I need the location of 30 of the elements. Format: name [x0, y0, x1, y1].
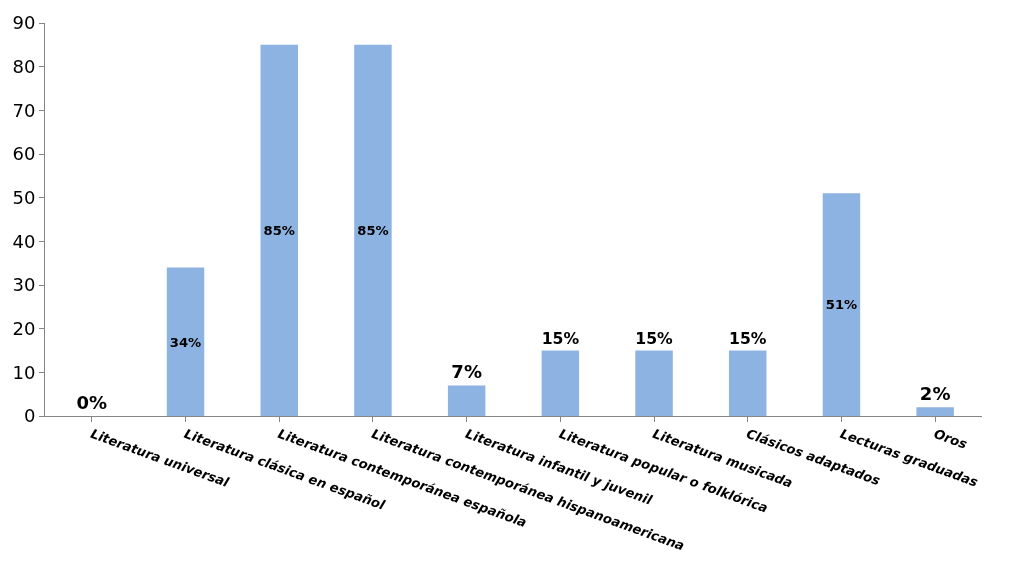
y-tick-label: 20	[12, 317, 36, 339]
bar	[916, 407, 954, 416]
bar	[447, 385, 486, 416]
data-label: 85%	[357, 223, 389, 239]
y-tick-label: 40	[12, 230, 36, 252]
data-label: 85%	[263, 223, 295, 239]
bar	[541, 350, 580, 416]
y-tick-label: 30	[12, 274, 36, 296]
data-label: 15%	[729, 329, 767, 349]
bar	[822, 193, 861, 416]
y-tick-label: 90	[12, 12, 36, 34]
bar	[166, 267, 205, 416]
y-tick-label: 50	[12, 186, 36, 208]
bar	[354, 44, 392, 416]
data-label: 15%	[635, 329, 674, 349]
y-tick-label: 60	[12, 143, 36, 165]
data-label: 7%	[451, 361, 482, 383]
bar	[729, 350, 767, 416]
y-tick-label: 0	[23, 405, 36, 427]
bar	[260, 44, 298, 416]
y-tick-label: 10	[12, 361, 36, 383]
data-label: 2%	[919, 383, 951, 405]
bar	[635, 350, 673, 416]
data-label: 0%	[76, 392, 108, 413]
x-tick-label: Oros	[931, 425, 970, 452]
data-label: 34%	[169, 334, 202, 350]
y-tick-label: 80	[12, 55, 36, 77]
data-label: 15%	[541, 329, 580, 349]
y-tick-label: 70	[12, 99, 36, 121]
data-label: 51%	[825, 297, 858, 313]
